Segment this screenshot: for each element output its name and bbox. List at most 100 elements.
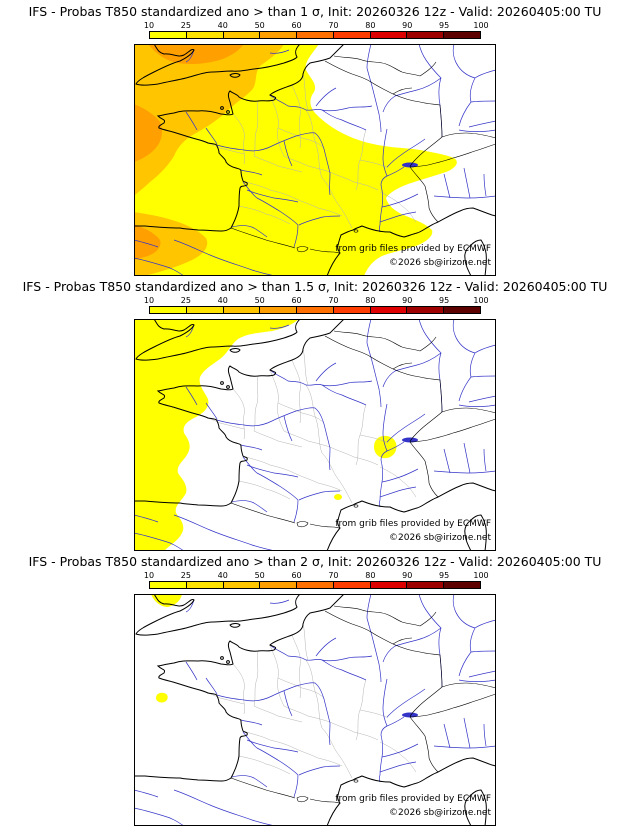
scale-label: 90: [402, 571, 413, 580]
scale-bar: [149, 306, 481, 314]
copyright-line: ©2026 sb@irizone.net: [389, 258, 491, 269]
scale-label: 95: [439, 21, 450, 30]
scale-label: 80: [365, 21, 376, 30]
panel-sigma-1: IFS - Probas T850 standardized ano > tha…: [0, 2, 630, 277]
probability-colorbar: 10 25 40 50 60 70 80 90 95 100: [144, 296, 489, 316]
scale-segment: [370, 582, 408, 588]
scale-label: 40: [217, 21, 228, 30]
scale-segment: [407, 32, 445, 38]
ecmwf-credit: from grib files provided by ECMWF: [335, 794, 491, 805]
prob-region-low-coast-spot: [334, 494, 342, 500]
scale-label: 50: [254, 571, 265, 580]
panel-sigma-2: IFS - Probas T850 standardized ano > tha…: [0, 552, 630, 827]
scale-label: 25: [180, 296, 191, 305]
map-background: [134, 594, 496, 826]
scale-segment: [260, 582, 298, 588]
scale-label: 40: [217, 571, 228, 580]
probability-colorbar: 10 25 40 50 60 70 80 90 95 100: [144, 571, 489, 591]
scale-segment: [407, 582, 445, 588]
scale-label: 70: [328, 571, 339, 580]
scale-segment: [186, 307, 224, 313]
scale-segment: [444, 307, 481, 313]
ecmwf-credit: from grib files provided by ECMWF: [335, 244, 491, 255]
scale-label: 25: [180, 21, 191, 30]
scale-segment: [444, 582, 481, 588]
scale-label: 100: [473, 296, 489, 305]
scale-label: 25: [180, 571, 191, 580]
panel-title: IFS - Probas T850 standardized ano > tha…: [28, 4, 602, 19]
scale-label: 60: [291, 296, 302, 305]
scale-segment: [297, 307, 334, 313]
scale-label: 60: [291, 21, 302, 30]
scale-label: 90: [402, 21, 413, 30]
map-frame: [134, 594, 496, 826]
scale-segment: [186, 582, 224, 588]
prob-region-strong-spain: [134, 224, 161, 260]
scale-segment: [223, 307, 261, 313]
prob-region-medium-south: [134, 212, 208, 276]
prob-region-low-corner: [151, 594, 182, 607]
scale-segment: [260, 307, 298, 313]
scale-label: 95: [439, 296, 450, 305]
map-sigma-1: from grib files provided by ECMWF ©2026 …: [134, 44, 496, 276]
prob-region-medium-north: [134, 44, 284, 196]
panel-title: IFS - Probas T850 standardized ano > tha…: [28, 554, 602, 569]
scale-segment: [297, 32, 334, 38]
scale-segment: [370, 307, 408, 313]
scale-label: 40: [217, 296, 228, 305]
scale-segment: [186, 32, 224, 38]
scale-bar: [149, 31, 481, 39]
map-canvas: [134, 319, 496, 551]
scale-label: 80: [365, 296, 376, 305]
scale-segment: [150, 582, 187, 588]
scale-labels-row: 10 25 40 50 60 70 80 90 95 100: [144, 21, 489, 31]
scale-label: 10: [143, 571, 155, 580]
probability-colorbar: 10 25 40 50 60 70 80 90 95 100: [144, 21, 489, 41]
map-attribution: from grib files provided by ECMWF ©2026 …: [335, 793, 491, 821]
copyright-line: ©2026 sb@irizone.net: [389, 808, 491, 819]
scale-segment: [260, 32, 298, 38]
scale-label: 10: [143, 21, 155, 30]
map-canvas: [134, 594, 496, 826]
scale-label: 95: [439, 571, 450, 580]
scale-segment: [333, 32, 371, 38]
probability-shading: [134, 44, 457, 276]
prob-region-low-speck: [156, 692, 168, 703]
scale-label: 70: [328, 296, 339, 305]
scale-bar: [149, 581, 481, 589]
scale-labels-row: 10 25 40 50 60 70 80 90 95 100: [144, 296, 489, 306]
scale-segment: [150, 32, 187, 38]
map-canvas: [134, 44, 496, 276]
prob-region-strong-ocean: [134, 104, 162, 162]
map-frame: [134, 319, 496, 551]
scale-label: 100: [473, 21, 489, 30]
map-sigma-2: from grib files provided by ECMWF ©2026 …: [134, 594, 496, 826]
copyright-line: ©2026 sb@irizone.net: [389, 533, 491, 544]
scale-segment: [333, 307, 371, 313]
scale-segment: [370, 32, 408, 38]
map-attribution: from grib files provided by ECMWF ©2026 …: [335, 243, 491, 271]
prob-region-low-atlantic: [134, 319, 299, 551]
scale-label: 50: [254, 296, 265, 305]
map-sigma-1-5: from grib files provided by ECMWF ©2026 …: [134, 319, 496, 551]
scale-label: 90: [402, 296, 413, 305]
scale-segment: [333, 582, 371, 588]
probability-shading: [151, 594, 182, 703]
scale-labels-row: 10 25 40 50 60 70 80 90 95 100: [144, 571, 489, 581]
prob-region-strong-england: [148, 44, 244, 65]
panel-sigma-1-5: IFS - Probas T850 standardized ano > tha…: [0, 277, 630, 552]
scale-label: 100: [473, 571, 489, 580]
scale-segment: [223, 32, 261, 38]
scale-label: 60: [291, 571, 302, 580]
map-frame: [134, 44, 496, 276]
scale-segment: [407, 307, 445, 313]
scale-segment: [150, 307, 187, 313]
scale-segment: [444, 32, 481, 38]
map-attribution: from grib files provided by ECMWF ©2026 …: [335, 518, 491, 546]
scale-label: 70: [328, 21, 339, 30]
scale-segment: [297, 582, 334, 588]
ecmwf-credit: from grib files provided by ECMWF: [335, 519, 491, 530]
scale-label: 50: [254, 21, 265, 30]
panel-title: IFS - Probas T850 standardized ano > tha…: [22, 279, 608, 294]
